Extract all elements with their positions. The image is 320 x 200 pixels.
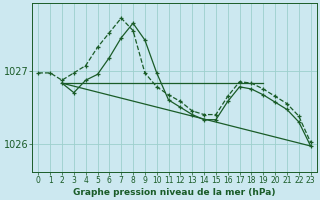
X-axis label: Graphe pression niveau de la mer (hPa): Graphe pression niveau de la mer (hPa) (73, 188, 276, 197)
